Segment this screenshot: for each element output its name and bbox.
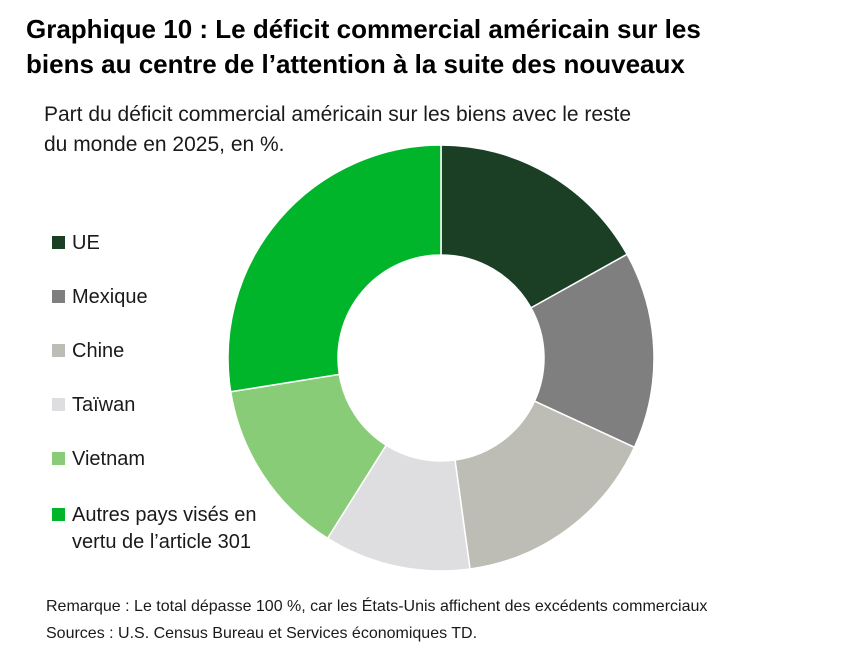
legend-label: UE — [72, 230, 100, 257]
legend-item: Autres pays visés en vertu de l’article 3… — [52, 502, 257, 556]
legend-item: UE — [52, 230, 100, 257]
legend-label-line: Taïwan — [72, 394, 136, 416]
legend-label: Taïwan — [72, 392, 135, 419]
legend-item: Vietnam — [52, 446, 145, 473]
legend-swatch — [52, 398, 65, 411]
donut-slice — [440, 144, 629, 309]
chart-title-line-1: Graphique 10 : Le déficit commercial amé… — [26, 14, 701, 44]
chart-subtitle-line-1: Part du déficit commercial américain sur… — [44, 103, 632, 126]
legend-label-line: vertu de l’article 301 — [72, 531, 251, 553]
chart-note: Remarque : Le total dépasse 100 %, car l… — [46, 598, 708, 615]
legend-swatch — [52, 290, 65, 303]
chart-title: Graphique 10 : Le déficit commercial amé… — [26, 12, 856, 82]
legend-label: Chine — [72, 338, 124, 365]
legend-label-line: Vietnam — [72, 448, 146, 470]
legend-label-line: Chine — [72, 340, 125, 362]
donut-slice — [454, 400, 636, 570]
legend-label: Autres pays visés en vertu de l’article 3… — [72, 502, 257, 556]
legend-label-line: Mexique — [72, 286, 148, 308]
legend-swatch — [52, 236, 65, 249]
chart-sources: Sources : U.S. Census Bureau et Services… — [46, 625, 478, 642]
donut-slice — [227, 144, 442, 393]
legend-label-line: UE — [72, 232, 100, 254]
legend-swatch — [52, 508, 65, 521]
legend-swatch — [52, 452, 65, 465]
donut-slice — [529, 253, 655, 449]
legend-item: Chine — [52, 338, 124, 365]
chart-title-line-2: biens au centre de l’attention à la suit… — [26, 49, 685, 79]
legend-item: Taïwan — [52, 392, 135, 419]
legend-label: Mexique — [72, 284, 148, 311]
legend-item: Mexique — [52, 284, 148, 311]
legend-label: Vietnam — [72, 446, 145, 473]
chart-subtitle: Part du déficit commercial américain sur… — [44, 100, 804, 160]
legend-swatch — [52, 344, 65, 357]
chart-subtitle-line-2: du monde en 2025, en %. — [44, 133, 285, 156]
legend-label-line: Autres pays visés en — [72, 504, 257, 526]
